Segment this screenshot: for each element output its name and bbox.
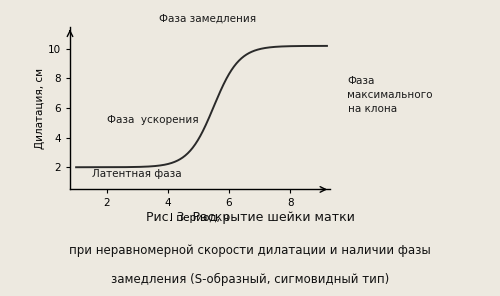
X-axis label: I период, ч: I период, ч <box>170 213 230 223</box>
Text: Фаза
максимального
на клона: Фаза максимального на клона <box>348 76 433 114</box>
Text: Фаза замедления: Фаза замедления <box>159 14 256 24</box>
Text: Рис. 3. Раскрытие шейки матки: Рис. 3. Раскрытие шейки матки <box>146 211 354 224</box>
Text: Фаза  ускорения: Фаза ускорения <box>107 115 198 125</box>
Y-axis label: Дилатация, см: Дилатация, см <box>35 67 45 149</box>
Text: Латентная фаза: Латентная фаза <box>92 169 182 179</box>
Text: замедления (S-образный, сигмовидный тип): замедления (S-образный, сигмовидный тип) <box>111 273 389 286</box>
Text: при неравномерной скорости дилатации и наличии фазы: при неравномерной скорости дилатации и н… <box>69 244 431 257</box>
